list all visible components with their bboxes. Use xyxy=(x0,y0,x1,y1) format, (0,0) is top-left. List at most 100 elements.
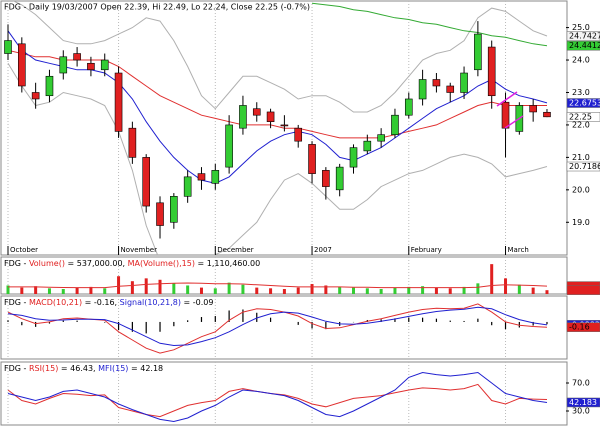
trend-line xyxy=(496,91,518,107)
candle-body xyxy=(446,85,455,93)
x-tick-label: October xyxy=(10,246,38,254)
volume-bar xyxy=(517,284,521,294)
panel-plot xyxy=(7,296,548,359)
value-flag-label: 22.6753 xyxy=(569,99,600,108)
chart-title: FDG - Daily 19/03/2007 Open 22.39, Hi 22… xyxy=(4,3,310,12)
volume-bar xyxy=(241,284,245,294)
macd-histogram-bar xyxy=(117,321,120,331)
volume-bar xyxy=(117,276,121,294)
macd-histogram-bar xyxy=(76,320,78,322)
macd-histogram-bar xyxy=(214,316,216,322)
indicator-line xyxy=(8,282,548,289)
value-flag xyxy=(566,397,600,408)
volume-bar xyxy=(379,289,383,294)
panel-frame xyxy=(0,295,568,360)
candle-body xyxy=(363,140,372,152)
value-flag-label: -0.16 xyxy=(569,323,590,332)
panel-title-part: = 46.43, xyxy=(58,364,98,373)
value-flag-label: 20.7186 xyxy=(569,162,600,171)
macd-histogram-bar xyxy=(187,320,189,322)
volume-bar xyxy=(338,286,342,294)
volume-bar xyxy=(227,282,231,294)
candle-body xyxy=(4,40,12,54)
volume-bar xyxy=(103,288,107,294)
panel-title-part: = -0.09 xyxy=(181,298,214,307)
candle-body xyxy=(418,79,427,100)
panel-plot xyxy=(4,1,551,255)
indicator-line xyxy=(7,371,548,423)
panel-plot xyxy=(6,257,549,294)
candle-body xyxy=(474,33,482,71)
volume-bar xyxy=(545,290,549,294)
panel-title: FDG - RSI(15) = 46.43, MFI(15) = 42.18 xyxy=(4,364,163,373)
candle-body xyxy=(501,101,510,129)
macd-histogram-bar xyxy=(463,320,465,322)
panel-frame xyxy=(0,361,568,426)
candle-body xyxy=(197,173,206,181)
candle-body xyxy=(87,62,95,71)
macd-histogram-bar xyxy=(242,309,244,322)
volume-bar xyxy=(434,287,438,294)
volume-bar xyxy=(75,287,79,294)
x-tick-label: December xyxy=(217,246,253,254)
macd-histogram-bar xyxy=(104,321,106,323)
candle-body xyxy=(170,196,178,223)
candle-body xyxy=(322,170,330,187)
volume-bar xyxy=(365,288,369,294)
panel-title-part: MFI(15) xyxy=(98,364,128,373)
volume-bar xyxy=(393,287,397,294)
panel-title-part: = 537,000.00, xyxy=(65,259,128,268)
macd-histogram-bar xyxy=(48,321,51,324)
macd-histogram-bar xyxy=(435,318,438,322)
panel-title-part: RSI(15) xyxy=(29,364,58,373)
panel-title-part: FDG - xyxy=(4,298,29,307)
panel-title-part: FDG - xyxy=(4,364,29,373)
x-tick-label: November xyxy=(121,246,158,254)
y-tick-label: 21.0 xyxy=(572,153,590,162)
candle-body xyxy=(543,111,551,118)
value-flag xyxy=(566,285,600,295)
volume-bar xyxy=(255,287,259,294)
macd-histogram-bar xyxy=(131,321,133,332)
macd-histogram-bar xyxy=(491,321,493,326)
indicator-line xyxy=(7,49,547,139)
macd-histogram-bar xyxy=(449,320,451,322)
candle-body xyxy=(183,176,192,197)
panel-title-part: = -0.16, xyxy=(82,298,120,307)
candle-body xyxy=(335,166,344,191)
candle-body xyxy=(100,59,109,71)
candle-body xyxy=(225,124,233,168)
y-tick-label: 30.0 xyxy=(572,406,590,415)
indicator-line xyxy=(7,63,548,255)
candle-body xyxy=(294,127,303,142)
macd-histogram-bar xyxy=(200,317,203,322)
candle-body xyxy=(460,72,468,93)
x-tick-label: February xyxy=(411,246,442,254)
macd-histogram-bar xyxy=(62,320,64,322)
volume-bar xyxy=(89,286,93,294)
candle-body xyxy=(114,72,123,132)
panel-title-part: Volume() xyxy=(29,259,65,268)
candle-body xyxy=(73,53,81,61)
x-tick-label: 2007 xyxy=(314,246,332,254)
candle-body xyxy=(432,79,441,87)
volume-bar xyxy=(407,286,411,294)
value-flag xyxy=(566,161,600,172)
macd-histogram-bar xyxy=(297,321,299,325)
macd-histogram-bar xyxy=(546,321,548,325)
candle-body xyxy=(156,202,164,226)
volume-bar xyxy=(269,288,273,294)
candle-body xyxy=(239,105,247,129)
volume-bar xyxy=(352,287,355,294)
volume-bar xyxy=(324,285,328,294)
candle-body xyxy=(529,105,537,113)
candle-body xyxy=(280,124,289,127)
y-tick-label: 25.0 xyxy=(572,23,590,32)
panel-title: FDG - Volume() = 537,000.00, MA(Volume()… xyxy=(4,259,260,268)
indicator-line xyxy=(12,1,548,113)
volume-bar xyxy=(448,288,452,294)
trend-line xyxy=(504,115,524,129)
candle-body xyxy=(142,157,150,207)
macd-histogram-bar xyxy=(159,321,161,332)
